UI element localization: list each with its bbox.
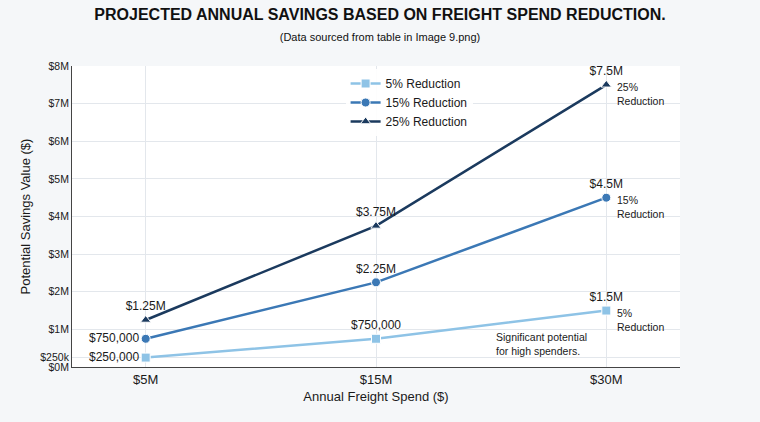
svg-text:$750,000: $750,000 (351, 318, 401, 332)
svg-text:$8M: $8M (48, 60, 68, 72)
svg-text:PROJECTED ANNUAL SAVINGS BASED: PROJECTED ANNUAL SAVINGS BASED ON FREIGH… (94, 6, 665, 43)
svg-text:Significant potentialfor high: Significant potentialfor high spenders. (496, 331, 587, 357)
svg-text:$2.25M: $2.25M (356, 262, 396, 276)
svg-text:$5M: $5M (133, 372, 158, 387)
svg-text:$2M: $2M (48, 285, 68, 297)
svg-text:5% Reduction: 5% Reduction (386, 77, 461, 91)
svg-text:$750,000: $750,000 (89, 331, 139, 345)
svg-text:$1.5M: $1.5M (590, 290, 623, 304)
svg-text:25%Reduction: 25%Reduction (617, 81, 664, 107)
svg-text:25% Reduction: 25% Reduction (386, 115, 467, 129)
svg-text:$4.5M: $4.5M (590, 177, 623, 191)
svg-text:$3M: $3M (48, 248, 68, 260)
svg-text:15%Reduction: 15%Reduction (617, 194, 664, 220)
svg-text:$250,000: $250,000 (89, 350, 139, 364)
svg-text:$3.75M: $3.75M (356, 205, 396, 219)
svg-text:$250k: $250k (40, 351, 69, 363)
svg-text:$6M: $6M (48, 135, 68, 147)
svg-text:$0M: $0M (48, 361, 68, 373)
svg-text:5%Reduction: 5%Reduction (617, 307, 664, 333)
svg-text:$5M: $5M (48, 173, 68, 185)
svg-text:$4M: $4M (48, 210, 68, 222)
svg-text:Annual Freight Spend ($): Annual Freight Spend ($) (303, 389, 448, 404)
svg-text:15% Reduction: 15% Reduction (386, 96, 467, 110)
svg-text:$7M: $7M (48, 97, 68, 109)
svg-text:$30M: $30M (590, 372, 623, 387)
svg-text:$1.25M: $1.25M (126, 299, 166, 313)
svg-text:Potential Savings Value ($): Potential Savings Value ($) (18, 139, 33, 295)
svg-text:$7.5M: $7.5M (590, 64, 623, 78)
svg-text:$15M: $15M (360, 372, 393, 387)
svg-text:$1M: $1M (48, 323, 68, 335)
